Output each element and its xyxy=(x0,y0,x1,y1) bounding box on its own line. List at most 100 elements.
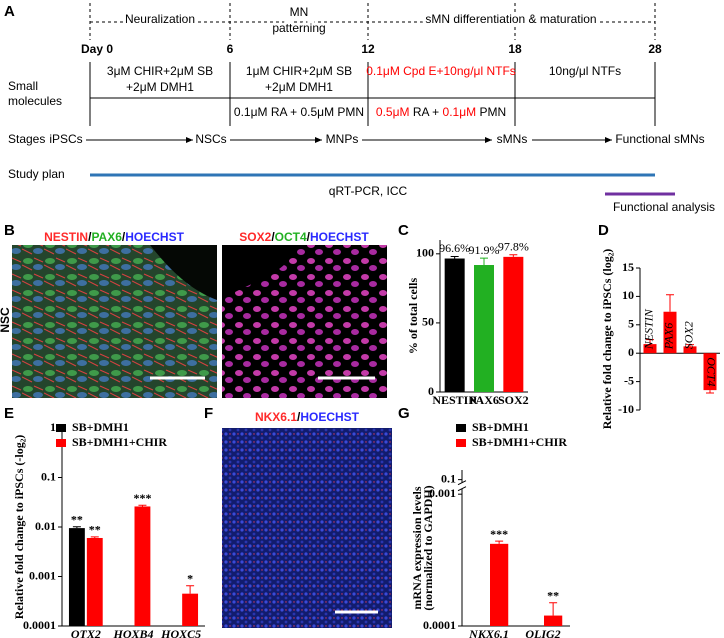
bar xyxy=(182,593,199,626)
stage-label: NSCs xyxy=(195,132,226,146)
panel-label: E xyxy=(4,405,14,422)
image-title: SOX2/OCT4/HOECHST xyxy=(239,230,369,244)
bar xyxy=(86,537,103,626)
image-title: NKX6.1/HOECHST xyxy=(255,410,360,424)
micrograph-void xyxy=(150,245,217,300)
error-bar xyxy=(549,602,558,616)
image-title-part: OCT4 xyxy=(275,230,307,244)
bar xyxy=(444,258,465,392)
x-tick-label: OCT4 xyxy=(704,357,718,386)
x-tick-label: OTX2 xyxy=(71,627,101,638)
row-label: NSC xyxy=(0,307,12,333)
bar xyxy=(503,256,524,392)
error-bar xyxy=(450,255,459,259)
legend-label: SB+DMH1+CHIR xyxy=(472,435,567,449)
y-tick-label: 10 xyxy=(622,288,634,302)
bar xyxy=(663,311,677,354)
image-title-part: / xyxy=(271,230,275,244)
legend-swatch xyxy=(456,424,466,432)
image-title-part: / xyxy=(122,230,126,244)
significance-label: *** xyxy=(490,527,508,541)
y-axis-label: Relative fold change to iPSCs (-log₂) xyxy=(12,435,26,620)
day-label: 6 xyxy=(227,42,234,56)
image-title-part: NKX6.1 xyxy=(255,410,297,424)
panel-label: D xyxy=(598,222,609,239)
x-tick-label: NESTIN xyxy=(432,393,477,407)
molecule-text: 0.1μM RA + 0.5μM PMN xyxy=(234,105,364,119)
y-tick-label: 0.0001 xyxy=(23,618,56,632)
error-bar xyxy=(706,390,714,394)
row-label: Study plan xyxy=(8,167,65,181)
panel-label: F xyxy=(204,405,213,422)
day-label: 18 xyxy=(508,42,522,56)
significance-label: * xyxy=(187,572,193,586)
phase-label: sMN differentiation & maturation xyxy=(425,12,596,26)
significance-label: *** xyxy=(133,491,151,505)
x-tick-label: NESTIN xyxy=(642,308,656,350)
day-label: Day 0 xyxy=(81,42,113,56)
legend-swatch xyxy=(56,439,66,447)
phase-label: MN xyxy=(290,5,309,19)
bar xyxy=(134,506,151,626)
error-bar xyxy=(138,504,147,507)
bar xyxy=(703,353,717,391)
error-bar xyxy=(509,254,518,257)
image-title-part: SOX2 xyxy=(239,230,271,244)
y-tick-label: 0.1 xyxy=(41,469,56,483)
y-tick-label: 0 xyxy=(628,345,634,359)
y-tick-label: 1 xyxy=(50,420,56,434)
phase-label: patterning xyxy=(272,21,325,35)
day-label: 28 xyxy=(648,42,662,56)
molecule-text-part: RA + xyxy=(409,105,442,119)
legend-swatch xyxy=(56,424,66,432)
day-label: 12 xyxy=(361,42,375,56)
study-label: qRT-PCR, ICC xyxy=(329,184,408,198)
x-tick-label: HOXC5 xyxy=(160,627,201,638)
error-bar xyxy=(495,540,504,544)
y-axis-label: % of total cells xyxy=(406,278,420,355)
x-tick-label: SOX2 xyxy=(682,321,696,349)
significance-label: ** xyxy=(547,589,559,603)
panel-label: A xyxy=(4,3,15,20)
image-title-part: HOECHST xyxy=(310,230,369,244)
y-tick-label: 0.001 xyxy=(429,486,456,500)
x-tick-label: NKX6.1 xyxy=(468,627,509,638)
x-tick-label: PAX6 xyxy=(469,393,499,407)
molecule-text-part: 0.5μM xyxy=(376,105,410,119)
molecule-text: +2μM DMH1 xyxy=(126,80,194,94)
error-bar xyxy=(686,344,694,347)
x-tick-label: HOXB4 xyxy=(112,627,153,638)
molecule-text: 3μM CHIR+2μM SB xyxy=(107,64,213,78)
x-tick-label: OLIG2 xyxy=(525,627,560,638)
y-tick-label: 0.0001 xyxy=(423,618,456,632)
molecule-text-part: PMN xyxy=(476,105,506,119)
x-tick-label: PAX6 xyxy=(662,323,676,350)
row-label: Small xyxy=(8,79,38,93)
image-title-part: NESTIN xyxy=(44,230,88,244)
value-label: 97.8% xyxy=(498,240,529,254)
molecule-text: 0.5μM RA + 0.1μM PMN xyxy=(376,105,506,119)
value-label: 91.9% xyxy=(469,243,500,257)
y-axis-label: mRNA expression levels xyxy=(410,486,424,609)
molecule-text-part: 0.1μM RA + 0.5μM PMN xyxy=(234,105,364,119)
y-tick-label: 100 xyxy=(416,246,434,260)
axis-break xyxy=(457,480,467,486)
error-bar xyxy=(480,257,488,266)
y-tick-label: 0 xyxy=(428,384,434,398)
error-bar xyxy=(72,526,81,529)
y-tick-label: 0.01 xyxy=(35,519,56,533)
image-title-part: HOECHST xyxy=(125,230,184,244)
y-tick-label: 0.001 xyxy=(29,568,56,582)
stage-label: sMNs xyxy=(497,132,528,146)
y-axis-label: Relative fold change to iPSCs (log₂) xyxy=(600,249,614,430)
error-bar xyxy=(646,339,654,345)
y-tick-label: -10 xyxy=(618,402,634,416)
bar xyxy=(490,543,509,626)
error-bar xyxy=(186,585,195,594)
panel-label: C xyxy=(398,222,409,239)
bar xyxy=(68,528,85,626)
legend-label: SB+DMH1 xyxy=(72,420,129,434)
y-tick-label: 50 xyxy=(422,315,434,329)
y-axis-label: (normalized to GAPDH) xyxy=(421,485,435,610)
error-bar xyxy=(90,536,99,538)
